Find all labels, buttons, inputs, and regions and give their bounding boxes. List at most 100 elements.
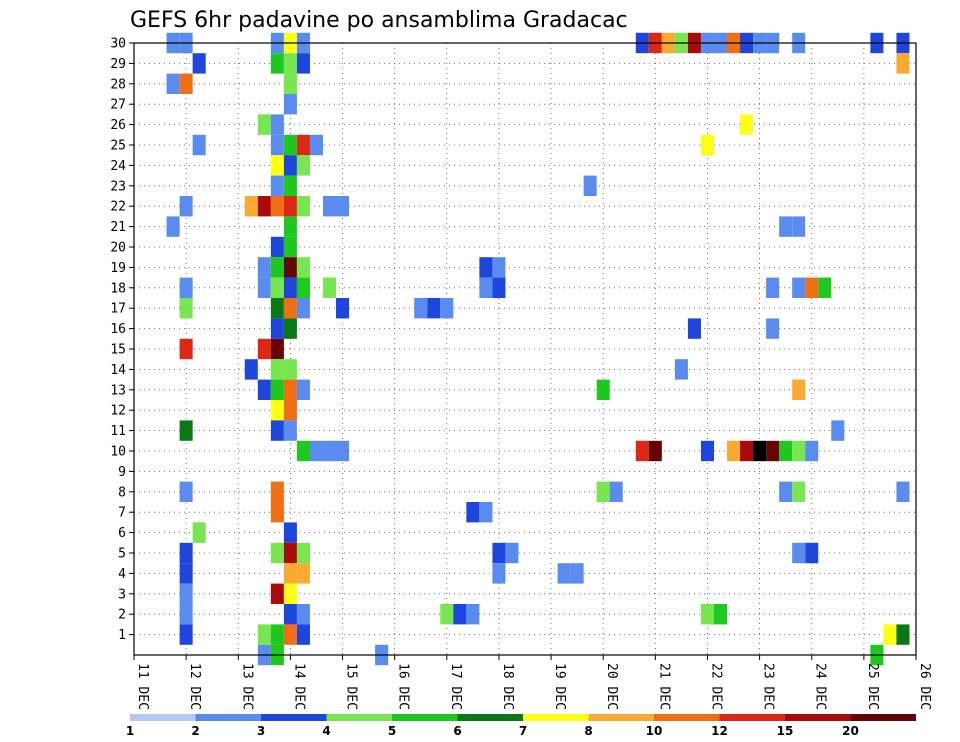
heat-cell bbox=[296, 196, 310, 217]
colorbar-tick-label: 7 bbox=[519, 724, 527, 738]
heat-cell bbox=[179, 481, 193, 502]
heat-cell bbox=[283, 236, 297, 258]
x-tick-label: 14 DEC bbox=[291, 663, 306, 710]
heat-cell bbox=[492, 542, 506, 564]
heat-cell bbox=[283, 277, 297, 298]
heat-cell bbox=[414, 298, 428, 319]
heat-cell bbox=[179, 277, 193, 298]
heat-cell bbox=[336, 196, 350, 217]
y-tick-label: 6 bbox=[118, 526, 126, 541]
heat-cell bbox=[792, 277, 806, 298]
heat-cell bbox=[296, 257, 310, 278]
y-tick-label: 13 bbox=[110, 383, 126, 398]
heat-cell bbox=[166, 216, 180, 237]
heat-cell bbox=[700, 440, 714, 462]
heat-cell bbox=[766, 277, 780, 298]
heat-cell bbox=[596, 379, 610, 400]
heat-cell bbox=[492, 563, 506, 584]
heat-cell bbox=[479, 277, 493, 298]
y-tick-label: 1 bbox=[118, 628, 126, 643]
heat-cell bbox=[270, 400, 284, 421]
heat-cell bbox=[179, 542, 193, 564]
heat-cell bbox=[700, 604, 714, 625]
heat-cell bbox=[270, 257, 284, 278]
heat-cell bbox=[283, 318, 297, 339]
heat-cell bbox=[283, 604, 297, 625]
heat-cell bbox=[635, 440, 649, 462]
heat-cell bbox=[779, 216, 793, 237]
heat-cell bbox=[179, 624, 193, 645]
heat-cell bbox=[257, 379, 271, 400]
heat-cell bbox=[322, 196, 337, 217]
heat-cell bbox=[466, 502, 480, 523]
heat-cell bbox=[283, 175, 297, 196]
y-tick-label: 2 bbox=[118, 608, 126, 623]
heat-cell bbox=[296, 53, 310, 74]
y-tick-label: 3 bbox=[118, 587, 126, 602]
heat-cell bbox=[831, 420, 845, 441]
colorbar-swatch bbox=[523, 714, 589, 721]
heat-cell bbox=[570, 563, 584, 584]
colorbar-swatch bbox=[130, 714, 196, 721]
heat-cell bbox=[179, 583, 193, 604]
heat-cell bbox=[283, 216, 297, 237]
colorbar-tick-label: 10 bbox=[646, 724, 663, 738]
heat-cell bbox=[270, 318, 284, 339]
heat-cell bbox=[257, 338, 271, 360]
heat-cell bbox=[792, 216, 806, 237]
y-tick-label: 25 bbox=[110, 139, 126, 154]
x-tick-label: 11 DEC bbox=[135, 663, 150, 710]
y-tick-label: 7 bbox=[118, 506, 126, 521]
heat-cell bbox=[479, 502, 493, 523]
y-tick-label: 23 bbox=[110, 179, 126, 194]
x-tick-label: 13 DEC bbox=[239, 663, 254, 710]
heat-cell bbox=[283, 420, 297, 441]
heat-cell bbox=[166, 73, 180, 94]
y-tick-label: 18 bbox=[110, 281, 126, 296]
heat-cell bbox=[674, 359, 688, 380]
x-tick-label: 16 DEC bbox=[396, 663, 411, 710]
heat-cell bbox=[792, 440, 806, 462]
y-tick-label: 21 bbox=[110, 220, 126, 235]
heat-cell bbox=[270, 114, 284, 135]
heat-cell bbox=[244, 359, 258, 380]
heat-cell bbox=[283, 583, 297, 604]
heat-cell bbox=[766, 440, 780, 462]
heat-cell bbox=[270, 236, 284, 258]
heat-cell bbox=[179, 604, 193, 625]
x-axis: 11 DEC 12 DEC 13 DEC 14 DEC 15 DEC 16 DEC 17 D… bbox=[133, 655, 932, 710]
heat-cell bbox=[779, 481, 793, 502]
heat-cell bbox=[309, 440, 323, 462]
x-tick-label: 17 DEC bbox=[448, 663, 463, 710]
heat-cell bbox=[792, 481, 806, 502]
colorbar-swatch bbox=[654, 714, 720, 721]
heat-cell bbox=[283, 359, 297, 380]
heat-cell bbox=[283, 563, 297, 584]
heat-cell bbox=[492, 257, 506, 278]
y-tick-label: 8 bbox=[118, 485, 126, 500]
heat-cell bbox=[270, 542, 284, 564]
heat-cell bbox=[792, 542, 806, 564]
heat-cell bbox=[192, 53, 206, 74]
heat-cell bbox=[296, 604, 310, 625]
data-cells bbox=[166, 32, 910, 666]
heat-cell bbox=[257, 257, 271, 278]
heat-cell bbox=[283, 53, 297, 74]
y-tick-label: 28 bbox=[110, 77, 126, 92]
heat-cell bbox=[505, 542, 519, 564]
heat-cell bbox=[296, 277, 310, 298]
colorbar-tick-label: 5 bbox=[388, 724, 396, 738]
heat-cell bbox=[583, 175, 597, 196]
heat-cell bbox=[270, 420, 284, 441]
heat-cell bbox=[296, 298, 310, 319]
y-tick-label: 10 bbox=[110, 445, 126, 460]
heat-cell bbox=[805, 277, 819, 298]
heat-cell bbox=[296, 379, 310, 400]
heat-cell bbox=[453, 604, 467, 625]
y-tick-label: 19 bbox=[110, 261, 126, 276]
heat-cell bbox=[179, 73, 193, 94]
heat-cell bbox=[283, 134, 297, 156]
heat-cell bbox=[270, 155, 284, 176]
heat-cell bbox=[727, 440, 741, 462]
y-tick-label: 22 bbox=[110, 200, 126, 215]
